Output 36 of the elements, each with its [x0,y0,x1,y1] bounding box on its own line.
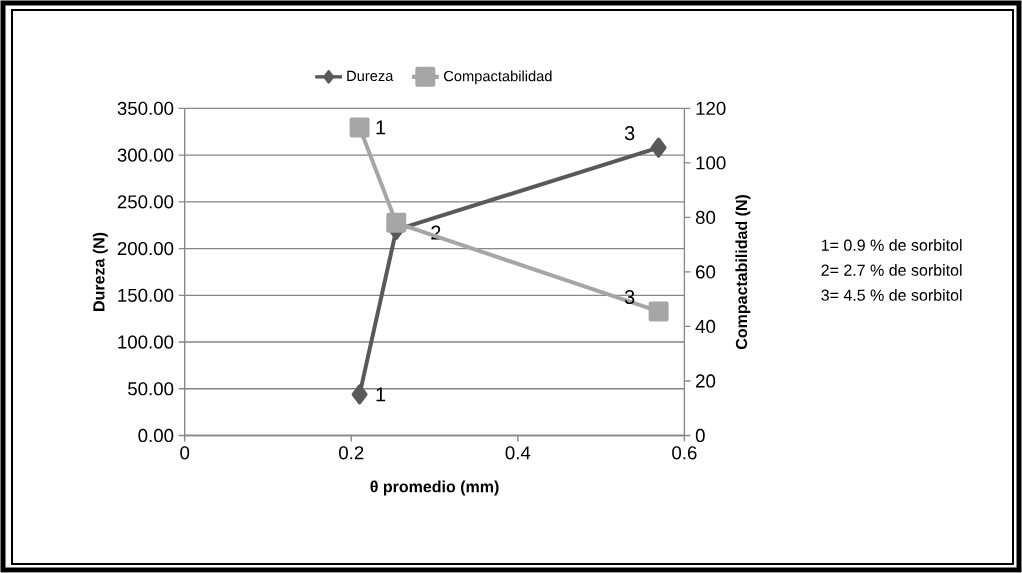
y-tick-label: 200.00 [117,241,174,256]
x-tick-label: 0.2 [339,446,364,460]
y-tick-label: 300.00 [117,148,174,162]
text: 1= 0.9 % de sorbitol [821,239,962,251]
y2-axis-title: Compactabilidad (N) [735,194,751,350]
y2-tick-label: 0 [695,428,705,443]
y2-tick-label: 120 [696,101,726,115]
annotation: 1 [376,387,386,402]
legend-label: Compactabilidad [444,70,552,85]
annotation: 3 [624,126,635,141]
y-tick-label: 250.00 [117,195,174,209]
y-tick-label: 100.00 [118,335,174,349]
y-axis-title: Dureza (N) [92,232,108,311]
text: 2= 2.7 % de sorbitol [821,264,962,276]
y2-tick-label: 20 [696,374,716,388]
y-tick-label: 50.00 [128,382,174,396]
y2-tick-label: 40 [695,319,716,334]
point [386,212,407,233]
y-tick-label: 350.00 [117,101,174,115]
x-tick-label: 0.4 [505,446,531,460]
x-tick-label: 0 [180,446,190,460]
point [650,137,667,158]
point [648,301,669,322]
point [351,384,368,405]
y2-tick-label: 60 [696,265,716,279]
y2-tick-label: 80 [695,210,716,225]
y-tick-label: 0.00 [138,428,174,443]
legend-label: Dureza [347,70,394,82]
y2-tick-label: 100 [696,156,726,170]
y-tick-label: 150.00 [118,288,174,302]
x-axis-title: θ promedio (mm) [370,480,499,496]
annotation: 3 [624,289,635,305]
text: 3= 4.5 % de sorbitol [821,289,962,301]
x-tick-label: 0.6 [672,446,697,460]
point [349,117,370,138]
annotation: 1 [376,120,386,135]
